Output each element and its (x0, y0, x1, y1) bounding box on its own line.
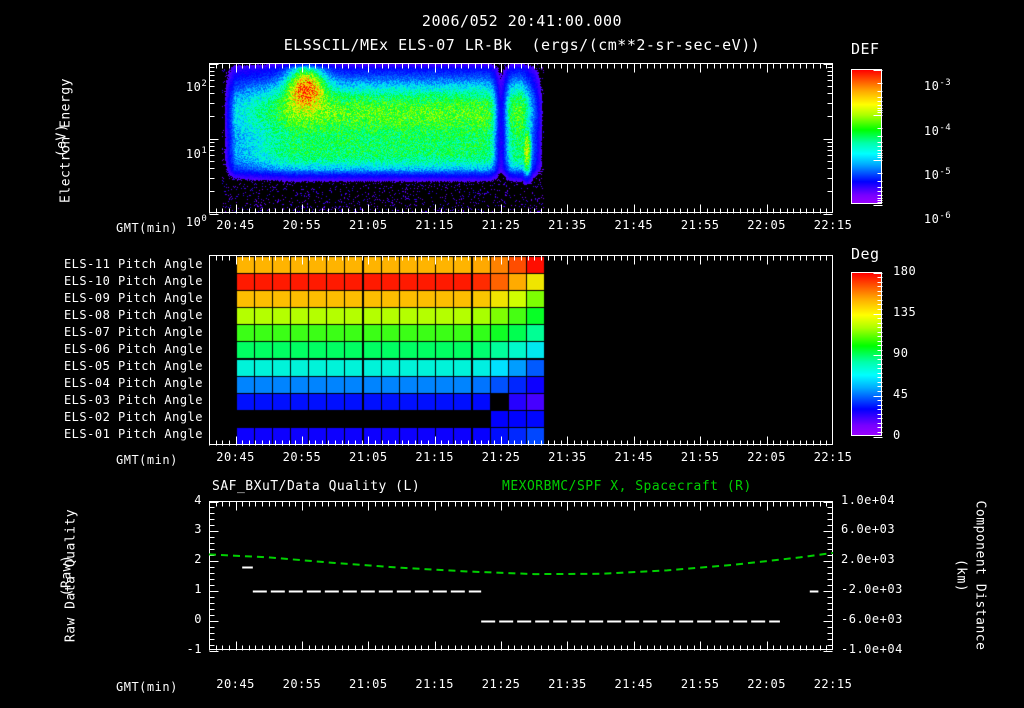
xtick-label: 21:55 (680, 677, 720, 691)
colorbar-deg (851, 272, 882, 436)
xtick-label: 22:15 (813, 450, 853, 464)
colorbar2-tick-label: 90 (893, 345, 909, 360)
xtick-label: 21:15 (415, 218, 454, 232)
xtick-label: 20:55 (282, 450, 322, 464)
panel3-left-tick-label: 0 (194, 611, 202, 626)
xtick-label: 21:45 (614, 218, 654, 232)
pitch-angle-image (210, 256, 832, 444)
panel3-right-tick-label: -2.0e+03 (841, 581, 903, 596)
panel3-title-right: MEXORBMC/SPF X, Spacecraft (R) (502, 479, 752, 494)
xtick-label: 21:35 (548, 218, 587, 232)
panel3-xlabel: GMT(min) (116, 680, 178, 694)
xtick-label: 20:45 (216, 450, 255, 464)
panel3-right-tick-label: -1.0e+04 (841, 641, 903, 656)
panel1-xlabel: GMT(min) (116, 221, 178, 235)
panel3-right-tick-label: 1.0e+04 (841, 492, 896, 507)
page-subtitle: ELSSCIL/MEx ELS-07 LR-Bk (ergs/(cm**2-sr… (283, 36, 761, 54)
xtick-label: 20:45 (216, 218, 255, 232)
colorbar1-tick-2: 10-5 (923, 167, 952, 182)
xtick-label: 21:25 (481, 677, 521, 691)
colorbar2-title: Deg (851, 245, 880, 263)
xtick-label: 22:15 (813, 218, 853, 232)
pitch-angle-row-label: ELS-01 Pitch Angle (63, 427, 203, 442)
xtick-label: 20:55 (282, 218, 322, 232)
xtick-label: 21:05 (349, 450, 388, 464)
xtick-label: 21:05 (349, 218, 388, 232)
colorbar2-tick-label: 0 (893, 427, 901, 442)
panel3-ylabel-units: (Raw) (59, 554, 75, 597)
colorbar1-title: DEF (851, 40, 880, 58)
xtick-label: 21:15 (415, 677, 454, 691)
xtick-label: 21:05 (349, 677, 388, 691)
pitch-angle-row-label: ELS-05 Pitch Angle (63, 359, 203, 374)
xtick-label: 20:45 (216, 677, 255, 691)
panel3-left-tick-label: 4 (194, 492, 202, 507)
colorbar2-tick-label: 135 (893, 304, 917, 319)
xtick-label: 21:25 (481, 218, 521, 232)
colorbar1-tick-3: 10-6 (923, 211, 952, 226)
panel3-ylabel-right-units: (km) (953, 558, 969, 593)
panel3-left-tick-label: -1 (186, 641, 202, 656)
xtick-label: 21:45 (614, 677, 654, 691)
xtick-label: 22:15 (813, 677, 853, 691)
xtick-label: 21:35 (548, 677, 587, 691)
xtick-label: 21:35 (548, 450, 587, 464)
page-title: 2006/052 20:41:00.000 (421, 12, 623, 30)
xtick-label: 21:15 (415, 450, 454, 464)
panel3-left-tick-label: 3 (194, 522, 202, 537)
panel1-ytick-2: 102 (185, 79, 208, 94)
xtick-label: 20:55 (282, 677, 322, 691)
panel-data-quality (209, 501, 833, 650)
panel3-title-left: SAF_BXuT/Data Quality (L) (212, 479, 421, 494)
panel1-ytick-1: 101 (185, 146, 208, 161)
xtick-label: 21:45 (614, 450, 654, 464)
pitch-angle-row-label: ELS-07 Pitch Angle (63, 324, 203, 339)
colorbar2-tick-label: 180 (893, 263, 917, 278)
panel3-ylabel-right: Component Distance (972, 500, 988, 651)
panel3-right-tick-label: -6.0e+03 (841, 611, 903, 626)
pitch-angle-row-label: ELS-08 Pitch Angle (63, 307, 203, 322)
panel2-xlabel: GMT(min) (116, 453, 178, 467)
panel1-ytick-0: 100 (185, 214, 208, 229)
xtick-label: 22:05 (747, 218, 786, 232)
pitch-angle-row-label: ELS-06 Pitch Angle (63, 342, 203, 356)
colorbar1-tick-0: 10-3 (923, 78, 952, 93)
panel3-right-tick-label: 6.0e+03 (841, 522, 896, 537)
colorbar2-tick-label: 45 (893, 386, 909, 401)
xtick-label: 21:55 (680, 218, 720, 232)
pitch-angle-row-label: ELS-02 Pitch Angle (63, 410, 203, 425)
pitch-angle-row-label: ELS-04 Pitch Angle (63, 376, 203, 391)
pitch-angle-row-label: ELS-11 Pitch Angle (63, 256, 203, 271)
xtick-label: 21:25 (481, 450, 521, 464)
xtick-label: 22:05 (747, 450, 786, 464)
spectrogram-image (210, 64, 832, 212)
colorbar1-tick-1: 10-4 (923, 123, 952, 138)
xtick-label: 21:55 (680, 450, 720, 464)
pitch-angle-row-label: ELS-09 Pitch Angle (63, 290, 203, 305)
pitch-angle-row-label: ELS-10 Pitch Angle (63, 273, 203, 288)
pitch-angle-row-label: ELS-03 Pitch Angle (63, 393, 203, 408)
panel3-left-tick-label: 1 (194, 581, 202, 596)
panel3-left-tick-label: 2 (194, 552, 202, 567)
xtick-label: 22:05 (747, 677, 786, 691)
panel3-right-tick-label: 2.0e+03 (841, 552, 896, 567)
